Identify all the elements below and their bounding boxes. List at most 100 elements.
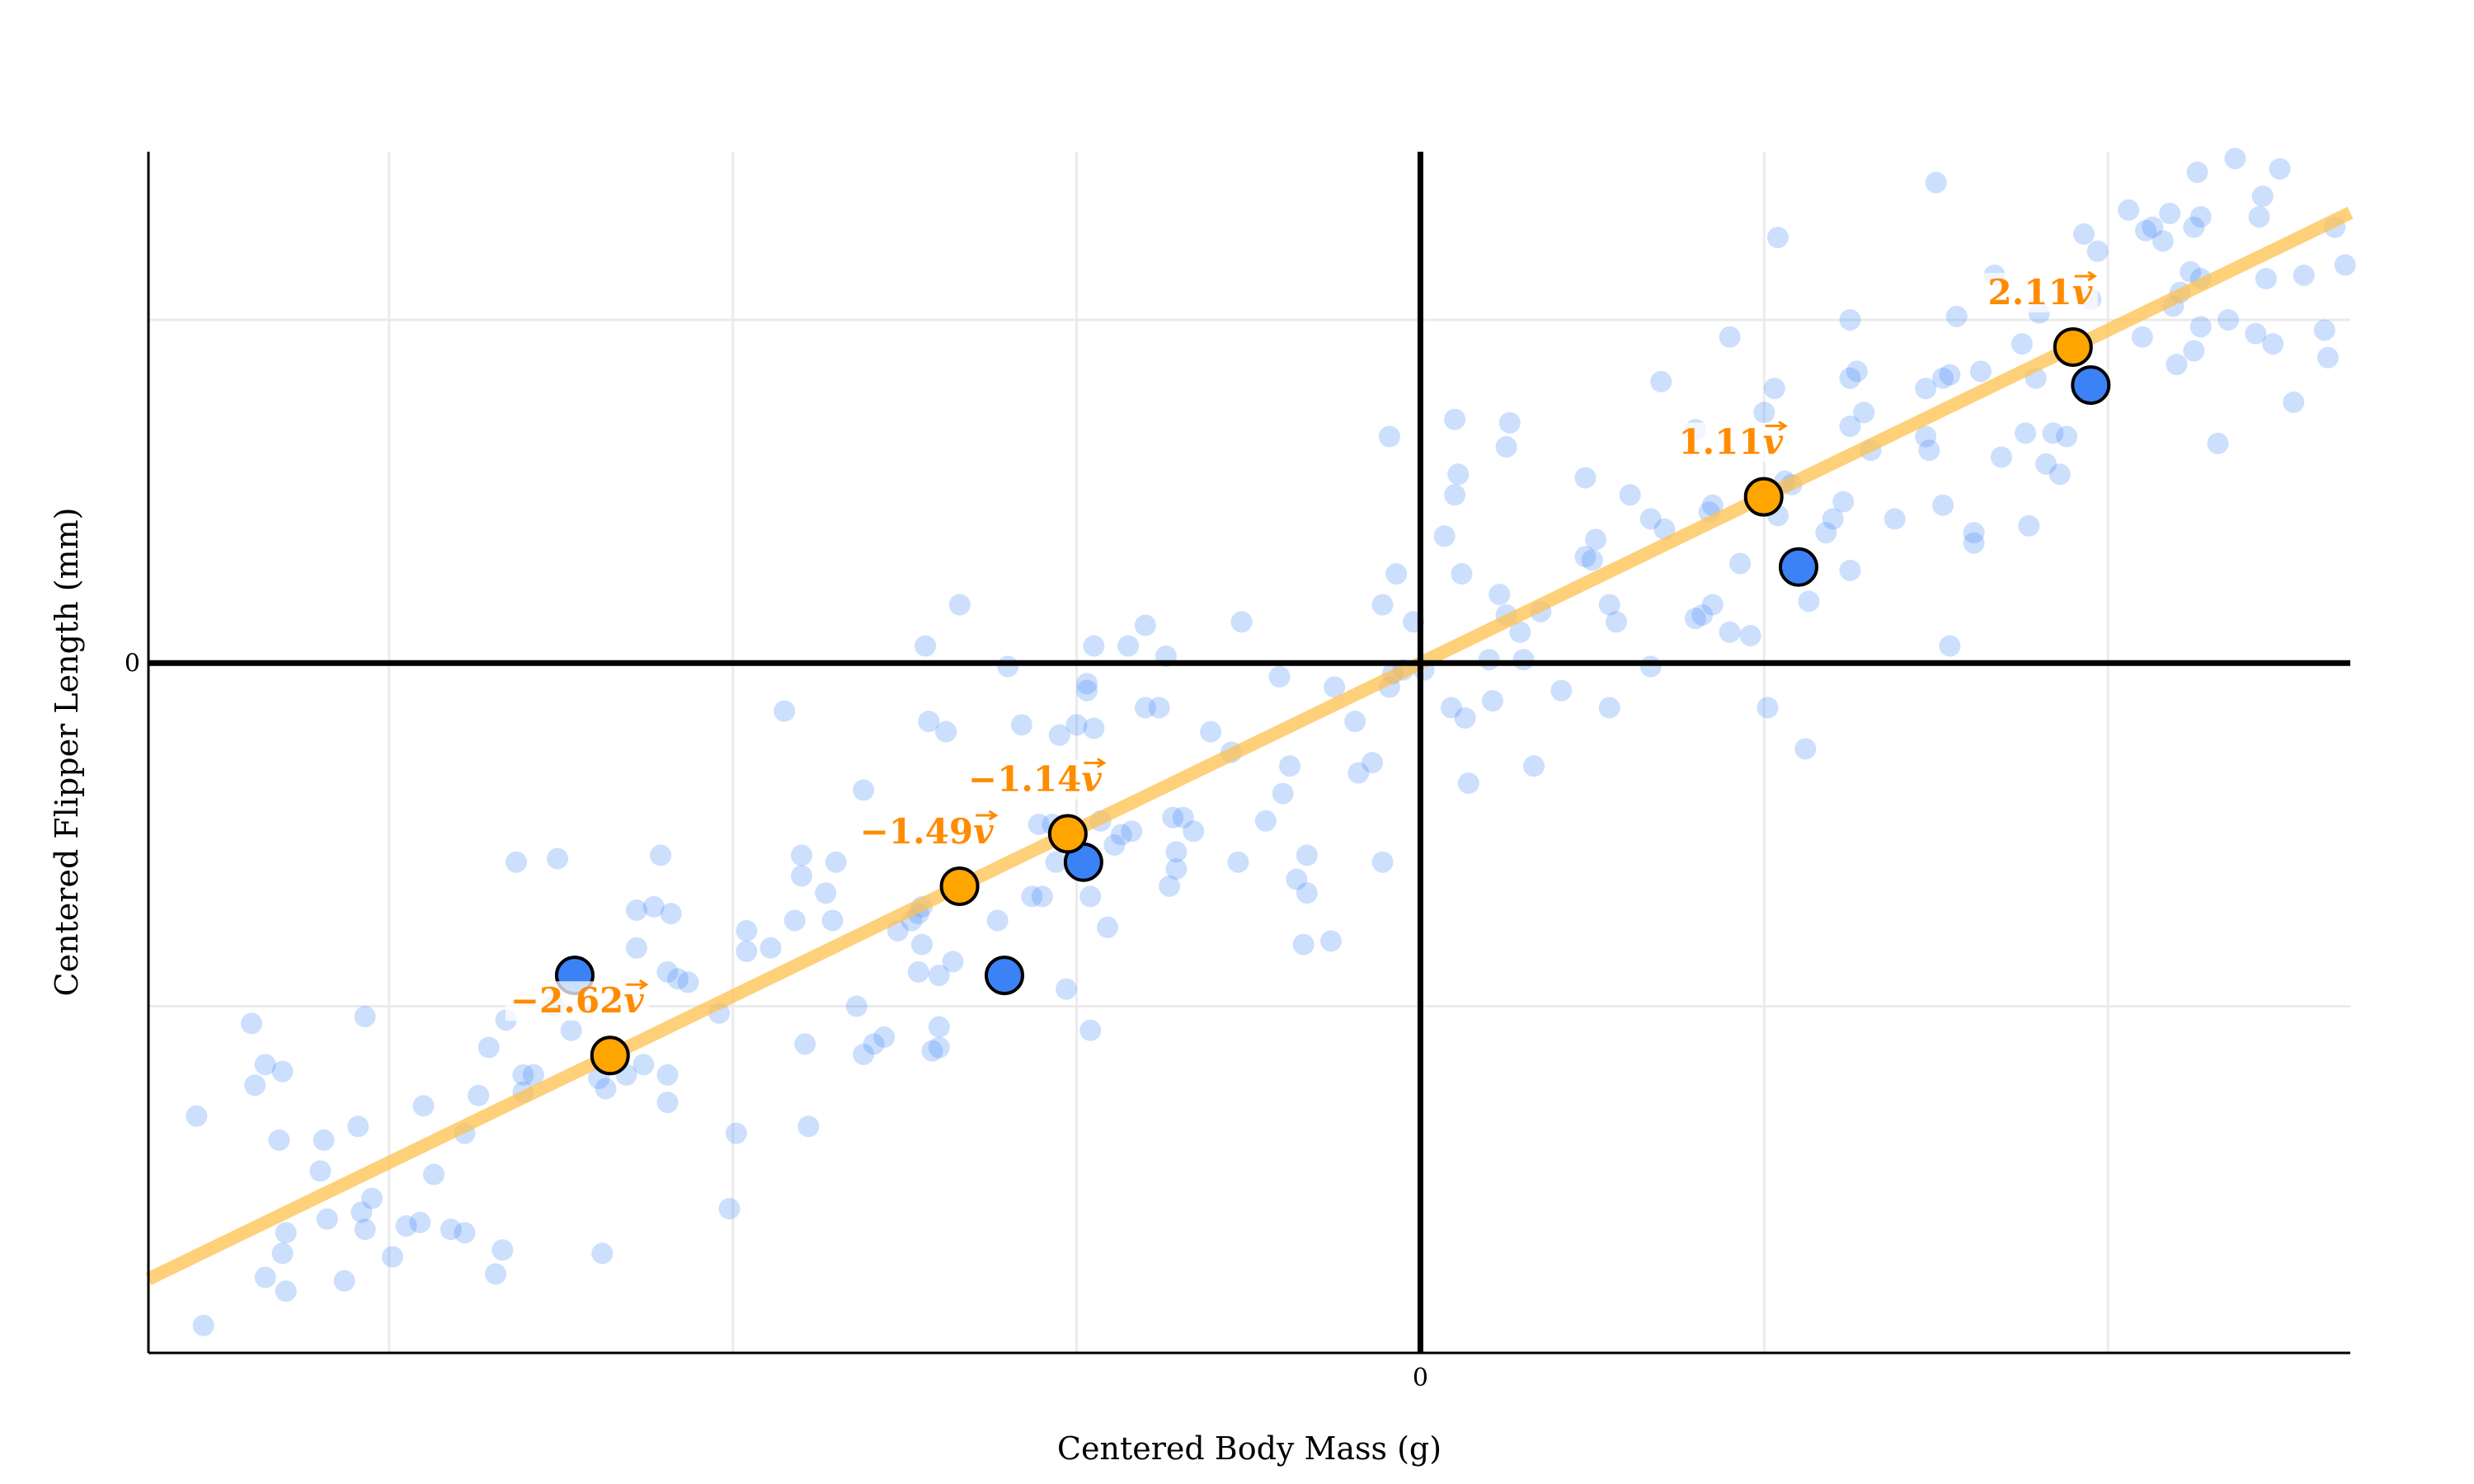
background-point — [395, 1214, 417, 1237]
background-point — [660, 903, 682, 925]
background-point — [935, 721, 957, 743]
background-point — [2269, 157, 2291, 180]
background-point — [825, 851, 847, 873]
background-point — [942, 951, 964, 973]
projected-point — [1047, 814, 1088, 854]
background-point — [736, 940, 758, 962]
background-point — [1481, 690, 1503, 712]
background-point — [2224, 148, 2246, 170]
background-point — [1639, 655, 1662, 678]
background-point — [1121, 820, 1143, 843]
background-point — [625, 899, 647, 921]
background-point — [1963, 532, 1985, 554]
projection-label: −1.49v — [854, 810, 999, 852]
background-point — [492, 1239, 514, 1261]
background-point — [2255, 268, 2277, 290]
projection-label-background — [1673, 422, 1789, 463]
vector-arrow-head — [2087, 270, 2097, 282]
background-point — [1165, 858, 1188, 881]
background-point — [506, 851, 528, 873]
background-point — [186, 1105, 208, 1127]
background-point — [1794, 738, 1817, 760]
background-point — [2035, 453, 2058, 475]
background-point — [2015, 422, 2037, 444]
background-point — [595, 1078, 617, 1100]
projected-point — [590, 1036, 630, 1076]
background-point — [1798, 590, 1820, 613]
background-point — [2159, 202, 2181, 224]
projection-label-text: −2.62v — [510, 980, 644, 1021]
background-point — [725, 1122, 747, 1144]
background-point — [1650, 370, 1672, 392]
background-point — [1451, 563, 1473, 585]
x-tick-label: 0 — [1413, 1364, 1428, 1392]
background-point — [381, 1246, 403, 1268]
projection-label-background — [1982, 272, 2098, 312]
vector-arrow-head — [988, 810, 999, 821]
background-point — [1227, 851, 1249, 873]
background-point — [1079, 885, 1102, 908]
background-point — [1932, 494, 1954, 516]
background-point — [1200, 721, 1222, 743]
background-point — [2189, 316, 2212, 338]
background-point — [1371, 594, 1394, 616]
background-point — [1990, 446, 2012, 468]
background-point — [910, 933, 933, 956]
background-point — [1701, 494, 1724, 516]
background-point — [1606, 611, 1627, 633]
background-point — [1598, 697, 1620, 719]
background-point — [918, 711, 940, 733]
projection-label-text: 1.11v — [1678, 422, 1783, 463]
background-point — [2152, 230, 2174, 252]
principal-direction-line — [145, 206, 2354, 1285]
background-point — [1076, 673, 1098, 695]
background-point — [1522, 755, 1545, 777]
background-point — [1766, 227, 1789, 249]
projected-point — [2053, 326, 2093, 367]
background-point — [1083, 635, 1105, 657]
background-point — [1853, 402, 1875, 424]
background-point — [1684, 608, 1706, 630]
projection-label: −2.62v — [505, 979, 650, 1021]
background-point — [2293, 264, 2315, 286]
background-point — [2086, 240, 2109, 262]
background-point — [1763, 378, 1785, 400]
background-point — [560, 1019, 582, 1041]
background-point — [1296, 844, 1318, 866]
background-point — [1939, 364, 1961, 386]
background-point — [412, 1095, 435, 1117]
background-point — [2186, 161, 2208, 183]
background-point — [2018, 514, 2040, 537]
background-point — [422, 1163, 444, 1186]
background-point — [2118, 199, 2140, 221]
background-point — [1574, 546, 1597, 568]
projection-coefficient: 2.11 — [1987, 272, 2072, 312]
background-point — [2131, 326, 2153, 348]
background-point — [633, 1054, 655, 1076]
background-point — [794, 1033, 816, 1055]
background-point — [1729, 552, 1752, 575]
background-point — [1509, 621, 1531, 643]
background-point — [2334, 254, 2356, 276]
background-point — [354, 1006, 376, 1028]
projection-label: 2.11v — [1982, 270, 2098, 312]
background-point — [1031, 885, 1053, 908]
background-point — [1454, 707, 1476, 729]
background-point — [1839, 367, 1861, 389]
background-point — [907, 960, 929, 983]
background-point — [1159, 875, 1181, 897]
background-point — [1045, 851, 1067, 873]
vector-arrow-icon — [1084, 758, 1107, 768]
projection-coefficient: −1.49 — [860, 811, 973, 852]
y-tick-label: 0 — [125, 649, 140, 678]
background-point — [2056, 425, 2078, 448]
background-point — [1839, 559, 1861, 581]
background-point — [454, 1222, 476, 1244]
background-point — [821, 909, 844, 932]
background-point — [2183, 340, 2205, 362]
background-point — [642, 895, 665, 918]
background-point — [1278, 755, 1300, 777]
background-point — [1021, 885, 1043, 908]
background-point — [347, 1115, 369, 1138]
background-point — [1478, 649, 1500, 671]
